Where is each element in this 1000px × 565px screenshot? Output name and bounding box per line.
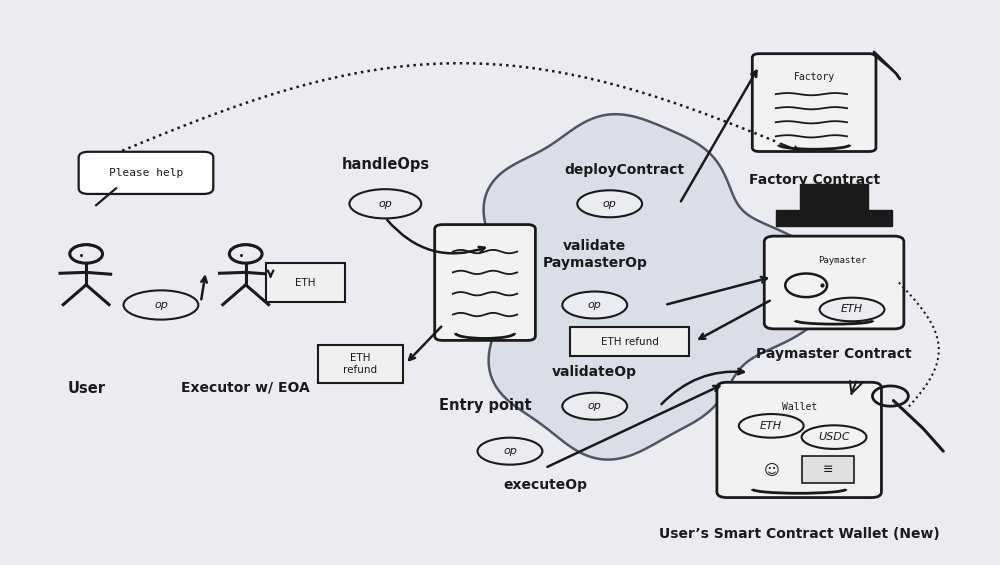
FancyBboxPatch shape bbox=[764, 236, 904, 329]
Text: op: op bbox=[588, 300, 602, 310]
Ellipse shape bbox=[478, 438, 542, 464]
Text: executeOp: executeOp bbox=[503, 478, 587, 492]
Ellipse shape bbox=[562, 292, 627, 319]
Text: op: op bbox=[603, 199, 617, 209]
Text: ☺: ☺ bbox=[763, 463, 779, 479]
Text: Please help: Please help bbox=[109, 168, 183, 178]
FancyBboxPatch shape bbox=[802, 455, 854, 483]
FancyBboxPatch shape bbox=[752, 54, 876, 151]
Text: Paymaster Contract: Paymaster Contract bbox=[756, 347, 912, 361]
Text: User’s Smart Contract Wallet (New): User’s Smart Contract Wallet (New) bbox=[659, 527, 940, 541]
Text: ETH
refund: ETH refund bbox=[343, 353, 377, 375]
Text: ETH: ETH bbox=[760, 421, 782, 431]
FancyBboxPatch shape bbox=[266, 263, 345, 302]
Text: op: op bbox=[154, 300, 168, 310]
Text: USDC: USDC bbox=[818, 432, 850, 442]
Polygon shape bbox=[484, 114, 832, 459]
Ellipse shape bbox=[349, 189, 421, 219]
Text: op: op bbox=[378, 199, 392, 209]
FancyBboxPatch shape bbox=[800, 184, 868, 212]
Text: Factory Contract: Factory Contract bbox=[749, 173, 880, 187]
Ellipse shape bbox=[124, 290, 198, 320]
FancyBboxPatch shape bbox=[717, 383, 881, 498]
FancyBboxPatch shape bbox=[776, 210, 892, 225]
Text: ETH refund: ETH refund bbox=[601, 337, 659, 346]
Text: Executor w/ EOA: Executor w/ EOA bbox=[181, 381, 310, 395]
Text: ≡: ≡ bbox=[823, 463, 833, 476]
Text: op: op bbox=[503, 446, 517, 456]
Ellipse shape bbox=[739, 414, 804, 438]
Text: Wallet: Wallet bbox=[782, 402, 817, 412]
Text: ETH: ETH bbox=[841, 305, 863, 315]
Ellipse shape bbox=[562, 393, 627, 420]
Text: Paymaster: Paymaster bbox=[818, 256, 866, 265]
Ellipse shape bbox=[802, 425, 866, 449]
FancyBboxPatch shape bbox=[435, 225, 535, 340]
Text: User: User bbox=[67, 381, 105, 396]
Ellipse shape bbox=[577, 190, 642, 218]
Text: validateOp: validateOp bbox=[552, 366, 637, 380]
Text: Factory: Factory bbox=[794, 72, 835, 82]
Text: handleOps: handleOps bbox=[341, 157, 429, 172]
Text: ETH: ETH bbox=[295, 277, 316, 288]
FancyBboxPatch shape bbox=[79, 152, 213, 194]
Text: deployContract: deployContract bbox=[565, 163, 685, 177]
FancyBboxPatch shape bbox=[318, 345, 403, 383]
Text: op: op bbox=[588, 401, 602, 411]
Text: Entry point: Entry point bbox=[439, 398, 531, 413]
FancyBboxPatch shape bbox=[570, 327, 689, 356]
Ellipse shape bbox=[820, 298, 884, 321]
Text: validate
PaymasterOp: validate PaymasterOp bbox=[542, 239, 647, 270]
